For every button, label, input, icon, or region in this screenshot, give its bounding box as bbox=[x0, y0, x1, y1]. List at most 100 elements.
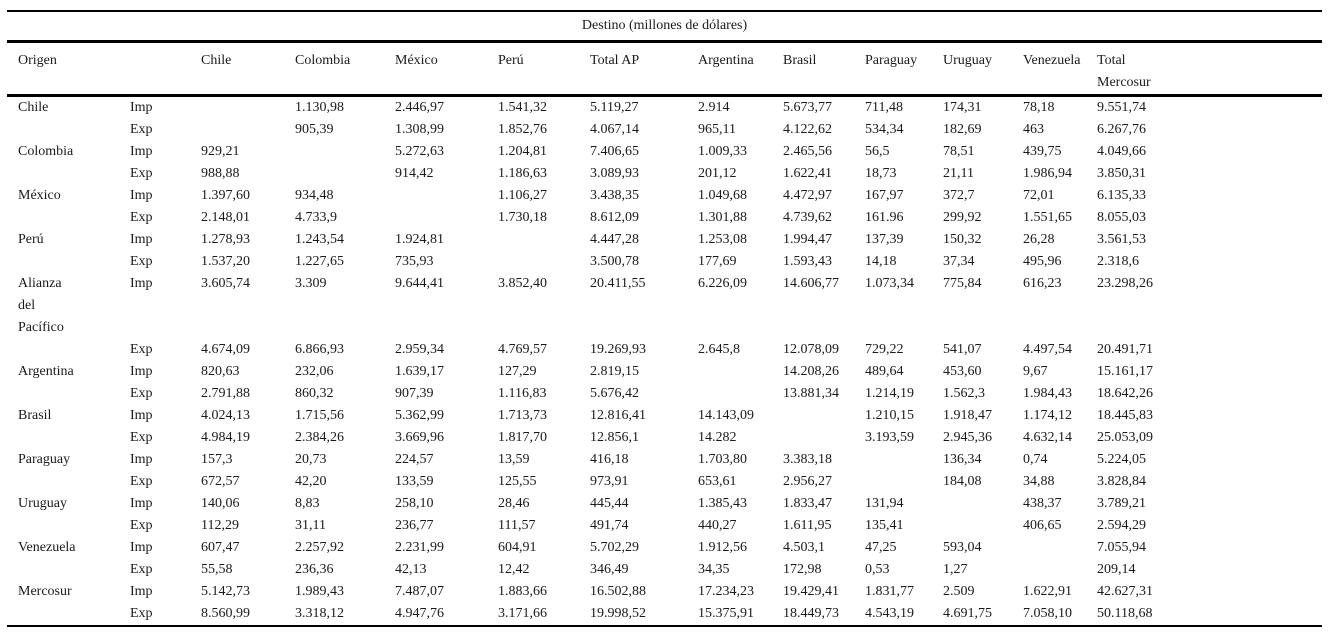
origin-cell bbox=[7, 471, 130, 493]
value-cell bbox=[201, 119, 295, 141]
flow-cell: Exp bbox=[130, 517, 153, 533]
value-cell: 8.055,03 bbox=[1097, 209, 1146, 225]
value-cell: 1.174,12 bbox=[1023, 407, 1072, 423]
origin-cell: Perú bbox=[18, 231, 44, 247]
flow-cell: Imp bbox=[130, 99, 153, 115]
value-cell: 34,35 bbox=[698, 561, 730, 577]
value-cell: 14,18 bbox=[865, 253, 897, 269]
value-cell: 4.497,54 bbox=[1023, 341, 1072, 357]
value-cell: 2.318,6 bbox=[1097, 253, 1139, 269]
value-cell bbox=[498, 229, 590, 251]
value-cell: 5.673,77 bbox=[783, 99, 832, 115]
value-cell: 672,57 bbox=[201, 473, 240, 489]
table-row: Colombia Imp 929,21 5.272,63 1.204,81 7.406,6… bbox=[7, 141, 1322, 163]
table-row: Exp 2.148,01 4.733,9 1.730,18 8.612,09 1.301,… bbox=[7, 207, 1322, 229]
value-cell: 1.301,88 bbox=[698, 209, 747, 225]
value-cell: 31,11 bbox=[295, 517, 326, 533]
flow-cell: Imp bbox=[130, 451, 153, 467]
value-cell: 0,53 bbox=[865, 561, 890, 577]
table-title: Destino (millones de dólares) bbox=[7, 10, 1323, 43]
value-cell: 78,18 bbox=[1023, 99, 1055, 115]
origin-cell: Chile bbox=[18, 99, 49, 115]
value-cell: 23.298,26 bbox=[1097, 275, 1153, 291]
value-cell: 12,42 bbox=[498, 561, 530, 577]
flow-cell: Exp bbox=[130, 121, 153, 137]
value-cell: 20,73 bbox=[295, 451, 327, 467]
origin-cell bbox=[7, 559, 130, 581]
value-cell: 42,20 bbox=[295, 473, 327, 489]
flow-cell: Exp bbox=[130, 253, 153, 269]
value-cell: 653,61 bbox=[698, 473, 737, 489]
value-cell: 1.639,17 bbox=[395, 363, 444, 379]
value-cell: 12.078,09 bbox=[783, 341, 839, 357]
table-row: Mercosur Imp 5.142,73 1.989,43 7.487,07 1.883… bbox=[7, 581, 1322, 603]
value-cell: 12.856,1 bbox=[590, 429, 639, 445]
value-cell: 607,47 bbox=[201, 539, 240, 555]
value-cell: 1.622,91 bbox=[1023, 583, 1072, 599]
column-header: Origen bbox=[7, 41, 130, 97]
value-cell: 988,88 bbox=[201, 165, 240, 181]
value-cell: 1.703,80 bbox=[698, 451, 747, 467]
value-cell: 1.817,70 bbox=[498, 429, 547, 445]
value-cell: 42.627,31 bbox=[1097, 583, 1153, 599]
value-cell: 1.833,47 bbox=[783, 495, 832, 511]
value-cell: 3.383,18 bbox=[783, 451, 832, 467]
value-cell: 2.645,8 bbox=[698, 341, 740, 357]
origin-cell bbox=[7, 119, 130, 141]
column-header: Colombia bbox=[295, 41, 395, 97]
table-row: Exp 672,57 42,20 133,59 125,55 973,91 653,61 2.… bbox=[7, 471, 1322, 493]
value-cell: 20.411,55 bbox=[590, 275, 646, 291]
value-cell: 2.148,01 bbox=[201, 209, 250, 225]
value-cell: 4.067,14 bbox=[590, 121, 639, 137]
value-cell: 1,27 bbox=[943, 561, 968, 577]
column-header: Argentina bbox=[698, 41, 783, 97]
value-cell: 860,32 bbox=[295, 385, 334, 401]
value-cell: 157,3 bbox=[201, 451, 233, 467]
column-header: Chile bbox=[201, 41, 295, 97]
value-cell: 7.406,65 bbox=[590, 143, 639, 159]
table-row: Paraguay Imp 157,3 20,73 224,57 13,59 416,18 1.… bbox=[7, 449, 1322, 471]
value-cell: 26,28 bbox=[1023, 231, 1055, 247]
origin-cell: Venezuela bbox=[18, 539, 76, 555]
value-cell: 18.642,26 bbox=[1097, 385, 1153, 401]
value-cell: 6.135,33 bbox=[1097, 187, 1146, 203]
value-cell: 346,49 bbox=[590, 561, 629, 577]
value-cell: 19.429,41 bbox=[783, 583, 839, 599]
value-cell: 914,42 bbox=[395, 165, 434, 181]
value-cell: 965,11 bbox=[698, 121, 736, 137]
value-cell bbox=[783, 427, 865, 449]
value-cell bbox=[201, 95, 295, 119]
value-cell: 9.551,74 bbox=[1097, 99, 1146, 115]
value-cell: 1.883,66 bbox=[498, 583, 547, 599]
origin-cell bbox=[7, 515, 130, 537]
value-cell: 1.397,60 bbox=[201, 187, 250, 203]
column-header: Perú bbox=[498, 41, 590, 97]
value-cell: 3.309 bbox=[295, 275, 327, 291]
value-cell: 34,88 bbox=[1023, 473, 1055, 489]
table-row: Venezuela Imp 607,47 2.257,92 2.231,99 604,91… bbox=[7, 537, 1322, 559]
table-row: Exp 55,58 236,36 42,13 12,42 346,49 34,35 172,9… bbox=[7, 559, 1322, 581]
value-cell: 3.438,35 bbox=[590, 187, 639, 203]
value-cell: 1.116,83 bbox=[498, 385, 547, 401]
column-header bbox=[130, 41, 201, 97]
value-cell: 1.831,77 bbox=[865, 583, 914, 599]
value-cell: 25.053,09 bbox=[1097, 429, 1153, 445]
flow-cell: Imp bbox=[130, 495, 153, 511]
value-cell: 236,36 bbox=[295, 561, 334, 577]
value-cell: 172,98 bbox=[783, 561, 822, 577]
value-cell: 42,13 bbox=[395, 561, 427, 577]
value-cell: 232,06 bbox=[295, 363, 334, 379]
origin-cell: Alianza del Pacífico bbox=[18, 275, 64, 335]
value-cell: 2.465,56 bbox=[783, 143, 832, 159]
origin-cell bbox=[7, 603, 130, 626]
flow-cell: Imp bbox=[130, 407, 153, 423]
value-cell: 2.914 bbox=[698, 99, 730, 115]
value-cell: 4.447,28 bbox=[590, 231, 639, 247]
value-cell: 111,57 bbox=[498, 517, 536, 533]
value-cell: 5.142,73 bbox=[201, 583, 250, 599]
value-cell: 13,59 bbox=[498, 451, 530, 467]
value-cell: 3.561,53 bbox=[1097, 231, 1146, 247]
value-cell: 1.918,47 bbox=[943, 407, 992, 423]
value-cell: 137,39 bbox=[865, 231, 904, 247]
value-cell: 4.947,76 bbox=[395, 605, 444, 621]
